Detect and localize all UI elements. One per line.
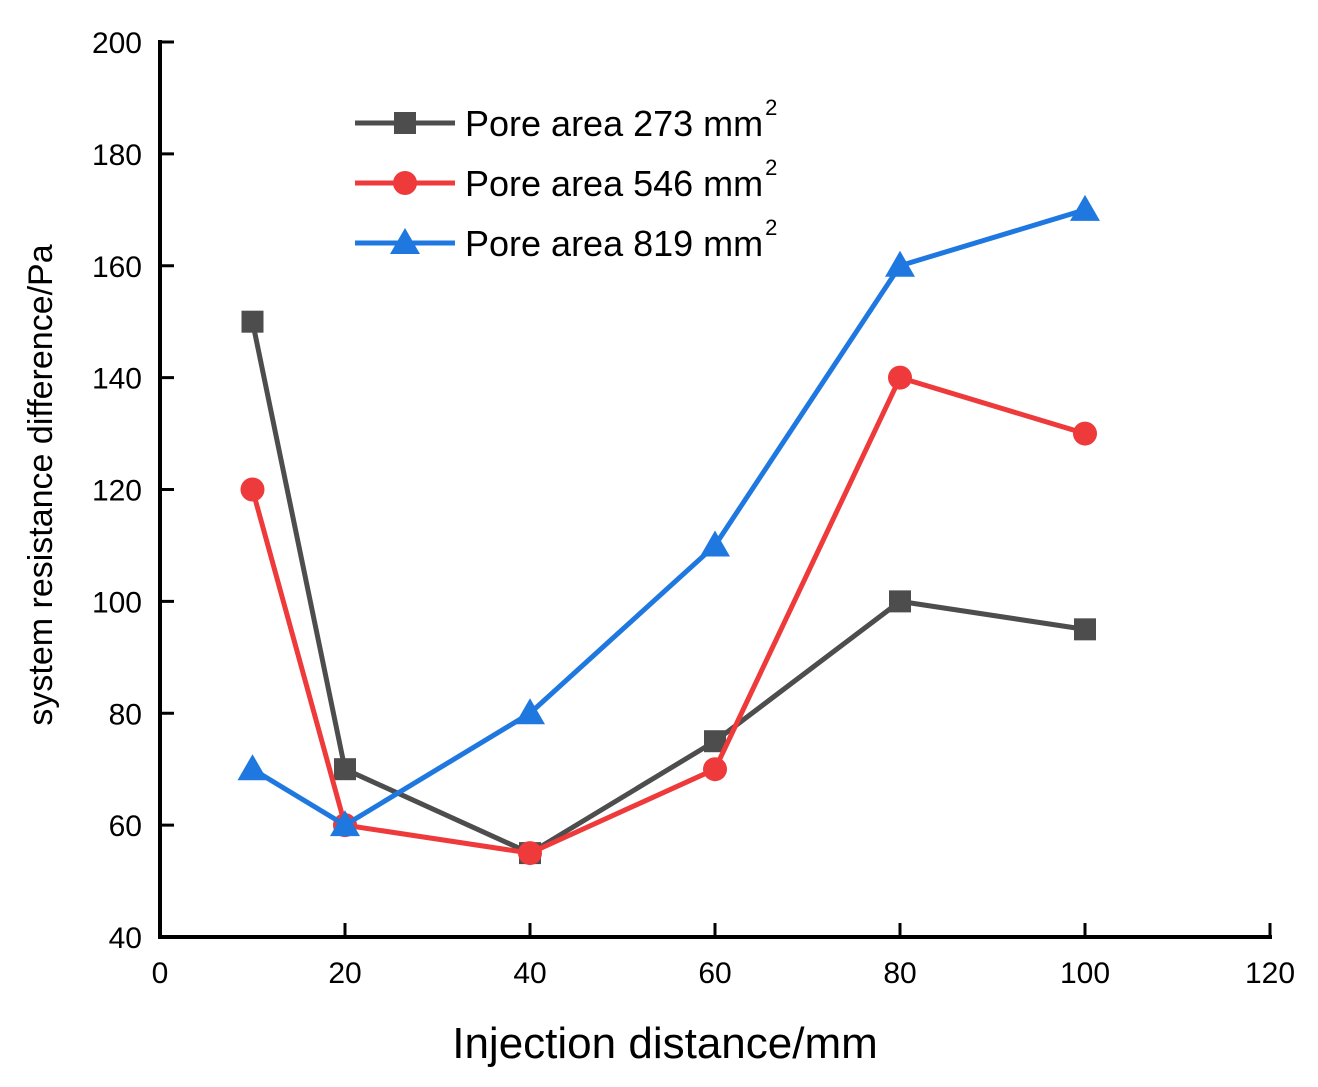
y-ticks: 40 60 80 100 120 140 160 180 200 — [92, 27, 174, 955]
data-point — [240, 477, 265, 502]
series-3 — [237, 194, 1100, 837]
legend-label: Pore area 546 mm — [465, 163, 763, 204]
legend-marker — [393, 171, 417, 195]
y-tick-label: 60 — [109, 810, 142, 843]
y-tick-label: 40 — [109, 922, 142, 955]
data-point — [888, 365, 912, 390]
x-tick-label: 80 — [883, 957, 916, 990]
data-point — [515, 698, 545, 725]
data-point — [704, 730, 726, 753]
data-point — [1073, 421, 1097, 446]
legend-item: Pore area 273 mm 2 — [355, 95, 777, 144]
y-axis-title: system resistance difference/Pa — [22, 244, 60, 725]
data-point — [330, 810, 360, 837]
y-tick-label: 140 — [92, 363, 142, 396]
y-tick-label: 100 — [92, 586, 142, 619]
legend-label: Pore area 819 mm — [465, 223, 763, 264]
series-line — [250, 321, 1086, 856]
data-point — [885, 250, 915, 277]
y-tick-label: 80 — [109, 698, 142, 731]
series-line — [251, 207, 1086, 828]
legend-item: Pore area 819 mm 2 — [355, 215, 777, 264]
data-point — [334, 758, 356, 781]
y-tick-label: 180 — [92, 139, 142, 172]
x-axis-title: Injection distance/mm — [452, 1019, 878, 1068]
x-tick-label: 20 — [328, 957, 361, 990]
legend-marker — [394, 112, 416, 134]
data-point — [700, 530, 730, 557]
legend-item: Pore area 546 mm 2 — [355, 155, 777, 204]
x-tick-label: 60 — [698, 957, 731, 990]
x-tick-label: 100 — [1060, 957, 1110, 990]
data-point — [889, 590, 911, 613]
legend-label-superscript: 2 — [765, 215, 777, 240]
data-point — [1074, 618, 1096, 641]
legend-marker — [390, 228, 420, 254]
legend-label-superscript: 2 — [765, 95, 777, 120]
y-tick-label: 120 — [92, 475, 142, 508]
data-point — [703, 757, 727, 782]
x-tick-label: 40 — [513, 957, 546, 990]
series-group — [237, 194, 1100, 866]
legend-label-superscript: 2 — [765, 155, 777, 180]
data-point — [518, 841, 542, 866]
data-point — [241, 310, 264, 333]
y-tick-label: 200 — [92, 27, 142, 60]
legend-label: Pore area 273 mm — [465, 103, 763, 144]
x-tick-label: 120 — [1245, 957, 1295, 990]
data-point — [1070, 194, 1100, 221]
series-2 — [240, 365, 1097, 866]
data-point — [237, 754, 268, 781]
series-line — [250, 375, 1086, 856]
y-tick-label: 160 — [92, 251, 142, 284]
x-ticks: 0 20 40 60 80 100 120 — [152, 923, 1295, 990]
x-tick-label: 0 — [152, 957, 169, 990]
